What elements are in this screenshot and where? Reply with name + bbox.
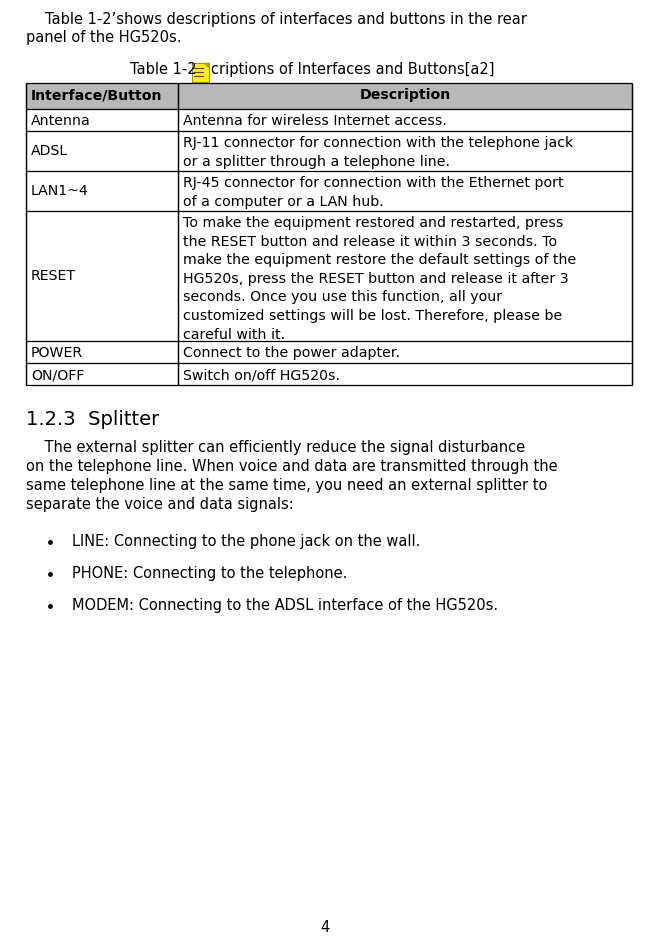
- Text: Switch on/off HG520s.: Switch on/off HG520s.: [183, 368, 340, 382]
- Text: ADSL: ADSL: [31, 144, 68, 158]
- Text: PHONE: Connecting to the telephone.: PHONE: Connecting to the telephone.: [72, 566, 347, 581]
- FancyBboxPatch shape: [192, 63, 209, 82]
- Text: Interface/Button: Interface/Button: [31, 88, 162, 102]
- Text: on the telephone line. When voice and data are transmitted through the: on the telephone line. When voice and da…: [26, 459, 558, 474]
- Text: LINE: Connecting to the phone jack on the wall.: LINE: Connecting to the phone jack on th…: [72, 534, 421, 549]
- Text: Table 1-2’shows descriptions of interfaces and buttons in the rear: Table 1-2’shows descriptions of interfac…: [45, 12, 527, 27]
- Text: RJ-11 connector for connection with the telephone jack
or a splitter through a t: RJ-11 connector for connection with the …: [183, 136, 573, 169]
- Text: Antenna for wireless Internet access.: Antenna for wireless Internet access.: [183, 114, 447, 128]
- Text: Antenna: Antenna: [31, 114, 91, 128]
- Text: Table 1-2: Table 1-2: [130, 62, 202, 77]
- Text: RESET: RESET: [31, 269, 76, 282]
- Text: RJ-45 connector for connection with the Ethernet port
of a computer or a LAN hub: RJ-45 connector for connection with the …: [183, 176, 564, 208]
- Text: The external splitter can efficiently reduce the signal disturbance: The external splitter can efficiently re…: [26, 440, 525, 455]
- Text: 4: 4: [320, 920, 330, 935]
- Text: 1.2.3  Splitter: 1.2.3 Splitter: [26, 410, 159, 429]
- Text: separate the voice and data signals:: separate the voice and data signals:: [26, 497, 294, 512]
- Text: ON/OFF: ON/OFF: [31, 368, 84, 382]
- Text: LAN1~4: LAN1~4: [31, 184, 89, 198]
- Text: criptions of Interfaces and Buttons[a2]: criptions of Interfaces and Buttons[a2]: [211, 62, 495, 77]
- Text: POWER: POWER: [31, 346, 83, 360]
- Text: same telephone line at the same time, you need an external splitter to: same telephone line at the same time, yo…: [26, 478, 547, 493]
- Text: Description: Description: [359, 88, 450, 102]
- Text: Connect to the power adapter.: Connect to the power adapter.: [183, 346, 400, 360]
- Text: panel of the HG520s.: panel of the HG520s.: [26, 30, 181, 45]
- Bar: [26, 83, 632, 109]
- Text: To make the equipment restored and restarted, press
the RESET button and release: To make the equipment restored and resta…: [183, 216, 577, 341]
- Polygon shape: [204, 63, 209, 68]
- Text: MODEM: Connecting to the ADSL interface of the HG520s.: MODEM: Connecting to the ADSL interface …: [72, 598, 498, 613]
